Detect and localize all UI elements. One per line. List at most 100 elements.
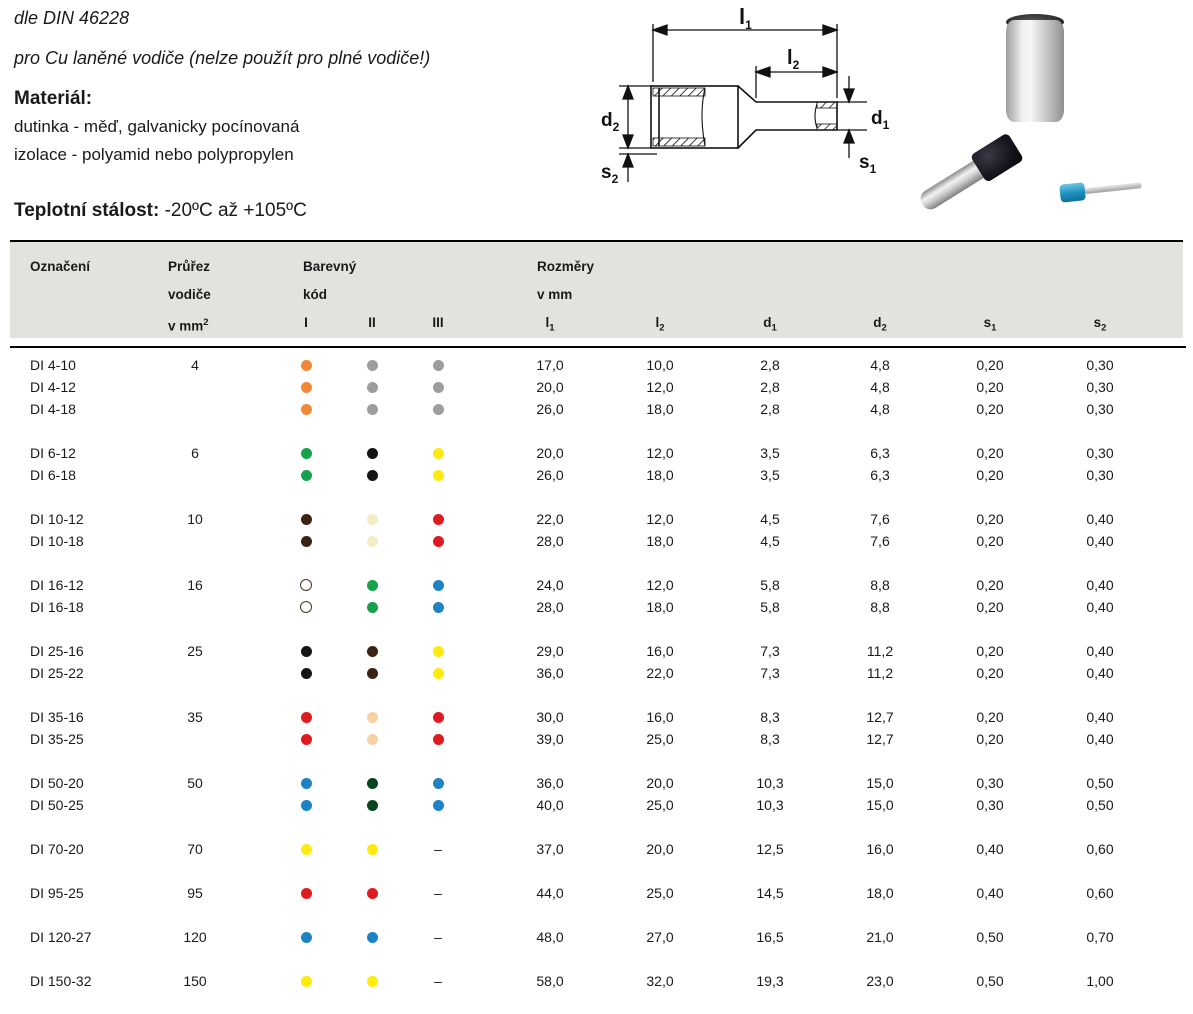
svg-text:d1: d1 <box>871 108 890 132</box>
table-row: DI 4-12 20,0 12,0 2,8 4,8 0,20 0,30 <box>10 376 1183 398</box>
green-color-dot <box>366 601 378 613</box>
dim-value-d2: 23,0 <box>866 973 894 989</box>
svg-text:s2: s2 <box>601 162 619 186</box>
row-group: DI 16-12 16 24,0 12,0 5,8 8,8 0,20 0,40 DI 16-18… <box>10 574 1183 618</box>
material-heading: Materiál: <box>14 88 93 109</box>
dim-value-l1: 39,0 <box>536 731 564 747</box>
row-group: DI 4-10 4 17,0 10,0 2,8 4,8 0,20 0,30 DI 4-12 20,… <box>10 354 1183 420</box>
dim-value-d2: 4,8 <box>870 379 890 395</box>
row-label-di-70-20: DI 70-20 <box>30 841 84 857</box>
dim-value-l2: 18,0 <box>646 533 674 549</box>
white-color-dot <box>300 601 312 613</box>
dim-value-s2: 0,40 <box>1086 511 1114 527</box>
dim-value-l1: 48,0 <box>536 929 564 945</box>
svg-text:s1: s1 <box>859 152 877 176</box>
table-row: DI 4-10 4 17,0 10,0 2,8 4,8 0,20 0,30 <box>10 354 1183 376</box>
small-blue-ferrule <box>1059 173 1151 206</box>
dim-value-s1: 0,30 <box>976 797 1004 813</box>
dim-value-d2: 6,3 <box>870 445 890 461</box>
dim-value-d2: 11,2 <box>866 665 894 681</box>
ferrule-dimension-diagram: l1 l2 d1 d2 s1 s2 <box>601 4 890 186</box>
dim-value-l1: 26,0 <box>536 401 564 417</box>
color-code-cell-1 <box>273 381 339 393</box>
red-color-dot <box>300 733 312 745</box>
table-row: DI 95-25 95 – 44,0 25,0 14,5 18,0 0,40 0,60 <box>10 882 1183 904</box>
table-row: DI 120-27 120 – 48,0 27,0 16,5 21,0 0,50 0,70 <box>10 926 1183 948</box>
small-ferrule-blue-sleeve <box>1059 182 1086 203</box>
red-color-dot <box>432 535 444 547</box>
dim-value-s2: 0,50 <box>1086 775 1114 791</box>
cross-section-value: 16 <box>187 577 203 593</box>
black-color-dot <box>300 667 312 679</box>
dim-value-l1: 26,0 <box>536 467 564 483</box>
color-code-cell-1 <box>273 975 339 987</box>
black-color-dot <box>366 469 378 481</box>
row-group: DI 10-12 10 22,0 12,0 4,5 7,6 0,20 0,40 DI 10-18… <box>10 508 1183 552</box>
dim-value-l2: 27,0 <box>646 929 674 945</box>
row-label-di-120-27: DI 120-27 <box>30 929 92 945</box>
cross-section-value: 120 <box>183 929 207 945</box>
color-code-cell-2 <box>339 469 405 481</box>
dim-value-d2: 4,8 <box>870 401 890 417</box>
yellow-color-dot <box>432 447 444 459</box>
color-code-cell-2 <box>339 579 405 591</box>
green-color-dot <box>300 469 312 481</box>
table-row: DI 6-18 26,0 18,0 3,5 6,3 0,20 0,30 <box>10 464 1183 486</box>
dim-value-d1: 5,8 <box>760 599 780 615</box>
beige-color-dot <box>366 733 378 745</box>
color-code-cell-2 <box>339 799 405 811</box>
gray-color-dot <box>432 403 444 415</box>
row-label-di-6-12: DI 6-12 <box>30 445 76 461</box>
color-code-cell-3 <box>405 733 471 745</box>
dim-value-s1: 0,20 <box>976 533 1004 549</box>
color-code-cell-1 <box>273 469 339 481</box>
table-row: DI 16-18 28,0 18,0 5,8 8,8 0,20 0,40 <box>10 596 1183 618</box>
row-label-di-35-25: DI 35-25 <box>30 731 84 747</box>
orange-color-dot <box>300 381 312 393</box>
table-header: Označení Průřez vodiče v mm2 Barevný kód… <box>10 240 1183 338</box>
dim-value-l1: 36,0 <box>536 775 564 791</box>
color-code-cell-3 <box>405 667 471 679</box>
col-header-oznaceni: Označení <box>30 259 91 274</box>
blue-color-dot <box>300 799 312 811</box>
color-code-cell-2 <box>339 667 405 679</box>
color-code-cell-1 <box>273 403 339 415</box>
color-code-cell-2 <box>339 711 405 723</box>
dim-value-l1: 30,0 <box>536 709 564 725</box>
table-row: DI 10-12 10 22,0 12,0 4,5 7,6 0,20 0,40 <box>10 508 1183 530</box>
color-code-cell-2 <box>339 513 405 525</box>
yellow-color-dot <box>432 469 444 481</box>
gray-color-dot <box>366 359 378 371</box>
brown-color-dot <box>300 513 312 525</box>
row-label-di-4-18: DI 4-18 <box>30 401 76 417</box>
svg-text:d2: d2 <box>601 110 620 134</box>
dim-value-l2: 12,0 <box>646 511 674 527</box>
color-code-cell-3 <box>405 711 471 723</box>
color-code-cell-2 <box>339 359 405 371</box>
dimension-lines <box>619 24 867 182</box>
dim-value-l2: 22,0 <box>646 665 674 681</box>
dim-value-d2: 4,8 <box>870 357 890 373</box>
blue-color-dot <box>300 931 312 943</box>
color-code-cell-1 <box>273 711 339 723</box>
cross-section-value: 50 <box>187 775 203 791</box>
dim-value-l2: 25,0 <box>646 797 674 813</box>
color-code-cell-3 <box>405 381 471 393</box>
dim-value-d1: 10,3 <box>756 797 784 813</box>
row-label-di-6-18: DI 6-18 <box>30 467 76 483</box>
dim-value-l2: 18,0 <box>646 401 674 417</box>
row-group: DI 120-27 120 – 48,0 27,0 16,5 21,0 0,50 0,70 <box>10 926 1183 948</box>
dim-value-l2: 12,0 <box>646 379 674 395</box>
color-code-cell-1 <box>273 777 339 789</box>
row-group: DI 35-16 35 30,0 16,0 8,3 12,7 0,20 0,40 DI 35-2… <box>10 706 1183 750</box>
dim-value-d2: 12,7 <box>866 709 894 725</box>
dim-value-s1: 0,40 <box>976 885 1004 901</box>
dim-value-l1: 24,0 <box>536 577 564 593</box>
color-code-cell-1 <box>273 733 339 745</box>
row-group: DI 70-20 70 – 37,0 20,0 12,5 16,0 0,40 0,60 <box>10 838 1183 860</box>
blue-color-dot <box>366 931 378 943</box>
dim-value-s2: 0,40 <box>1086 599 1114 615</box>
col-header-prurez: Průřez vodiče v mm2 <box>168 259 211 334</box>
dim-value-l2: 18,0 <box>646 599 674 615</box>
